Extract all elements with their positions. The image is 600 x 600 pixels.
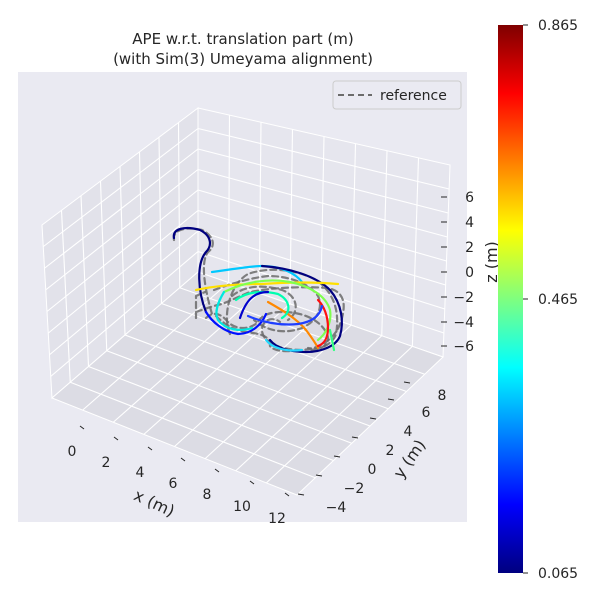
chart-title-line-1: APE w.r.t. translation part (m) — [132, 30, 353, 48]
z-tick-label: −6 — [453, 339, 474, 355]
x-tick-label: 4 — [136, 465, 145, 481]
x-tick-mark — [284, 492, 290, 497]
floor-grid-line — [265, 345, 413, 484]
estimate-trajectory-segment — [264, 338, 304, 352]
trajectory-group — [172, 227, 345, 354]
left-pane-grid-line — [44, 148, 199, 269]
left-pane-grid-line — [42, 128, 199, 248]
reference-trajectory-path — [212, 274, 322, 333]
estimate-trajectory-segment — [238, 290, 270, 320]
floor-grid-line — [124, 334, 371, 427]
z-tick-label: 4 — [465, 215, 474, 231]
reference-trajectory-path — [230, 285, 297, 322]
grid-lines — [42, 115, 450, 484]
estimate-trajectory-segment — [172, 227, 212, 314]
reference-trajectory-path — [194, 286, 345, 352]
y-tick-mark — [403, 381, 411, 384]
x-tick-mark — [113, 436, 119, 441]
floor-grid-line — [143, 318, 389, 410]
floor-grid-line — [161, 302, 407, 393]
z-tick-label: −2 — [453, 290, 474, 306]
estimate-trajectory-segment — [215, 290, 254, 331]
colorbar-gradient — [498, 25, 523, 573]
floor-grid-line — [235, 335, 383, 472]
left-pane-grid-line — [45, 169, 199, 291]
estimate-trajectory-segment — [328, 328, 336, 352]
y-tick-label: 4 — [404, 424, 413, 440]
chart-title-line-2: (with Sim(3) Umeyama alignment) — [113, 50, 373, 68]
floor-grid-line — [179, 287, 425, 375]
right-pane-grid-line — [197, 127, 450, 190]
estimate-trajectory-segment — [234, 290, 290, 320]
right-pane-grid-line — [381, 150, 388, 336]
x-tick-mark — [214, 468, 220, 473]
x-tick-mark — [180, 457, 186, 462]
y-tick-mark — [297, 493, 305, 496]
y-tick-mark — [387, 398, 395, 401]
y-tick-mark — [333, 455, 341, 458]
z-tick-label: 0 — [465, 265, 474, 281]
z-tick-label: 2 — [465, 240, 474, 256]
left-pane-grid-line — [119, 166, 126, 336]
x-tick-label: 8 — [203, 487, 212, 503]
floor-pane — [51, 271, 444, 496]
colorbar-label-max: 0.865 — [538, 18, 578, 34]
y-tick-label: −2 — [344, 481, 365, 497]
x-tick-mark — [249, 480, 255, 485]
x-tick-label: 6 — [169, 476, 178, 492]
legend: reference — [332, 80, 462, 110]
colorbar-label-mid: 0.465 — [538, 292, 578, 308]
right-pane-grid-line — [197, 148, 449, 214]
colorbar: 0.865 0.465 0.065 — [498, 18, 578, 582]
estimate-trajectory-segment — [204, 310, 268, 336]
colorbar-label-min: 0.065 — [538, 566, 578, 582]
z-tick-label: −4 — [453, 315, 474, 331]
x-tick-label: 12 — [268, 511, 286, 527]
y-tick-label: 8 — [438, 388, 447, 404]
z-axis-label: z (m) — [482, 241, 501, 283]
z-tick-label: 6 — [465, 190, 474, 206]
left-pane-grid-line — [138, 151, 144, 320]
y-tick-label: 0 — [368, 462, 377, 478]
left-pane-grid-line — [158, 137, 163, 304]
estimate-trajectory-segment — [266, 300, 320, 350]
y-tick-mark — [315, 474, 323, 477]
y-tick-mark — [369, 417, 377, 420]
right-pane-grid-line — [350, 143, 357, 326]
right-pane-grid-line — [411, 157, 420, 347]
left-pane-grid-line — [177, 122, 181, 288]
estimate-trajectory-segment — [246, 304, 324, 326]
y-tick-label: 6 — [422, 405, 431, 421]
right-pane-grid-line — [197, 168, 448, 238]
y-tick-mark — [351, 436, 359, 439]
y-tick-label: −4 — [326, 500, 347, 516]
x-tick-mark — [79, 425, 85, 430]
estimate-trajectory-segment — [194, 281, 340, 292]
y-tick-label: 2 — [386, 443, 395, 459]
reference-trajectory-path — [214, 314, 304, 353]
legend-box — [332, 80, 462, 110]
legend-label-reference: reference — [380, 88, 447, 104]
x-tick-label: 0 — [68, 444, 77, 460]
x-tick-label: 2 — [102, 455, 111, 471]
x-tick-label: 10 — [233, 499, 251, 515]
x-tick-mark — [147, 446, 153, 451]
